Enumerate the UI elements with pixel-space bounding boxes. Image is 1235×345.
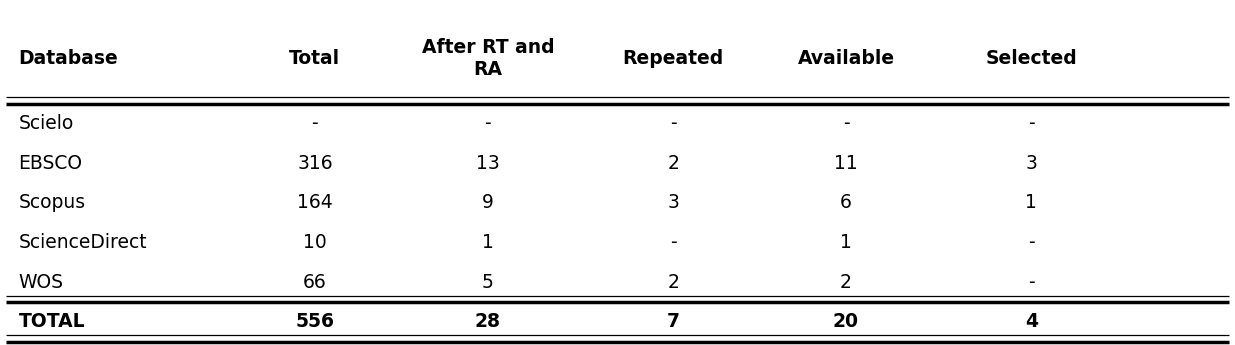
Text: 4: 4 (1025, 312, 1037, 331)
Text: 164: 164 (298, 193, 332, 212)
Text: 10: 10 (303, 233, 327, 252)
Text: 2: 2 (667, 273, 679, 292)
Text: 6: 6 (840, 193, 852, 212)
Text: Scopus: Scopus (19, 193, 85, 212)
Text: -: - (669, 114, 677, 133)
Text: 7: 7 (667, 312, 679, 331)
Text: 11: 11 (834, 154, 858, 172)
Text: EBSCO: EBSCO (19, 154, 83, 172)
Text: Scielo: Scielo (19, 114, 74, 133)
Text: Total: Total (289, 49, 341, 68)
Text: 66: 66 (303, 273, 327, 292)
Text: After RT and
RA: After RT and RA (421, 38, 555, 79)
Text: -: - (1028, 273, 1035, 292)
Text: -: - (1028, 233, 1035, 252)
Text: -: - (311, 114, 319, 133)
Text: 28: 28 (474, 312, 501, 331)
Text: 20: 20 (832, 312, 860, 331)
Text: -: - (484, 114, 492, 133)
Text: -: - (669, 233, 677, 252)
Text: ScienceDirect: ScienceDirect (19, 233, 147, 252)
Text: 3: 3 (1025, 154, 1037, 172)
Text: 3: 3 (667, 193, 679, 212)
Text: 1: 1 (840, 233, 852, 252)
Text: 556: 556 (295, 312, 335, 331)
Text: Available: Available (798, 49, 894, 68)
Text: 1: 1 (482, 233, 494, 252)
Text: 2: 2 (840, 273, 852, 292)
Text: 316: 316 (298, 154, 332, 172)
Text: WOS: WOS (19, 273, 63, 292)
Text: 2: 2 (667, 154, 679, 172)
Text: TOTAL: TOTAL (19, 312, 85, 331)
Text: Database: Database (19, 49, 119, 68)
Text: 5: 5 (482, 273, 494, 292)
Text: 1: 1 (1025, 193, 1037, 212)
Text: 13: 13 (475, 154, 500, 172)
Text: Repeated: Repeated (622, 49, 724, 68)
Text: 9: 9 (482, 193, 494, 212)
Text: -: - (842, 114, 850, 133)
Text: -: - (1028, 114, 1035, 133)
Text: Selected: Selected (986, 49, 1077, 68)
